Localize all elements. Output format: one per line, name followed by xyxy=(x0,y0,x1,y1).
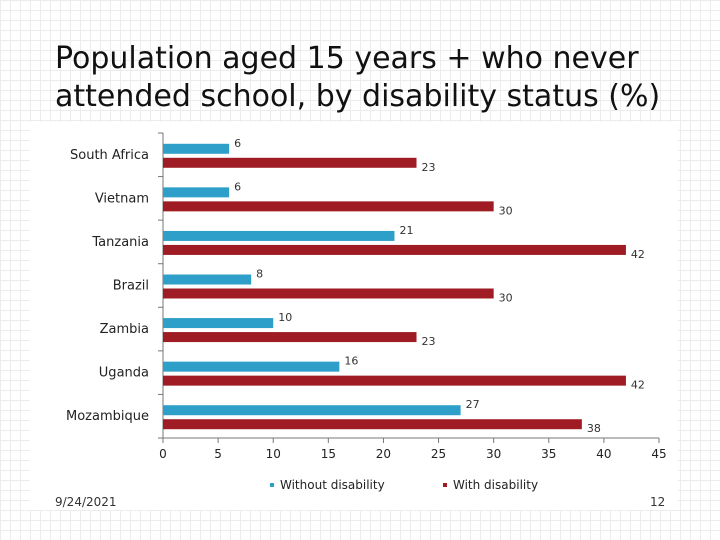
bar-with-disability xyxy=(163,419,582,430)
bar-without-disability xyxy=(163,143,230,154)
data-label-with: 38 xyxy=(587,422,601,435)
bar-without-disability xyxy=(163,361,340,372)
x-tick-label: 45 xyxy=(651,447,666,461)
data-label-without: 16 xyxy=(344,355,358,368)
legend-item-without-disability: Without disability xyxy=(270,478,385,492)
data-label-without: 6 xyxy=(234,137,241,150)
x-tick-label: 15 xyxy=(321,447,336,461)
data-label-with: 42 xyxy=(631,248,645,261)
bar-with-disability xyxy=(163,157,417,168)
chart-panel xyxy=(30,122,678,510)
x-tick-label: 40 xyxy=(596,447,611,461)
x-tick-label: 35 xyxy=(541,447,556,461)
bar-with-disability xyxy=(163,201,494,212)
data-label-without: 10 xyxy=(278,311,292,324)
category-label: Zambia xyxy=(100,322,149,337)
bar-without-disability xyxy=(163,318,274,329)
category-label: South Africa xyxy=(70,148,149,163)
data-label-without: 8 xyxy=(256,268,263,281)
bar-without-disability xyxy=(163,274,252,285)
data-label-with: 23 xyxy=(422,161,436,174)
slide-title: Population aged 15 years + who never att… xyxy=(55,40,715,116)
data-label-without: 21 xyxy=(399,224,413,237)
slide-date: 9/24/2021 xyxy=(55,495,117,509)
category-label: Vietnam xyxy=(95,191,149,206)
legend-swatch-without xyxy=(270,483,274,487)
x-tick-label: 10 xyxy=(266,447,281,461)
bar-with-disability xyxy=(163,332,417,343)
bar-without-disability xyxy=(163,187,230,198)
slide-page-number: 12 xyxy=(650,495,666,509)
data-label-without: 6 xyxy=(234,180,241,193)
bar-without-disability xyxy=(163,230,395,241)
x-tick-label: 0 xyxy=(159,447,167,461)
x-tick-label: 20 xyxy=(376,447,391,461)
legend-label-without: Without disability xyxy=(280,478,385,492)
title-line-2: attended school, by disability status (%… xyxy=(55,79,661,114)
x-tick-label: 5 xyxy=(214,447,222,461)
data-label-with: 42 xyxy=(631,379,645,392)
bar-with-disability xyxy=(163,375,626,386)
data-label-with: 30 xyxy=(499,292,513,305)
legend-label-with: With disability xyxy=(453,478,539,492)
x-tick-label: 30 xyxy=(486,447,501,461)
category-label: Mozambique xyxy=(66,409,149,424)
x-tick-label: 25 xyxy=(431,447,446,461)
category-label: Tanzania xyxy=(91,235,149,250)
legend-swatch-with xyxy=(443,483,447,487)
bar-with-disability xyxy=(163,288,494,299)
bar-without-disability xyxy=(163,405,461,416)
title-line-1: Population aged 15 years + who never xyxy=(55,41,639,76)
category-label: Brazil xyxy=(113,279,149,294)
bar-with-disability xyxy=(163,244,626,255)
category-label: Uganda xyxy=(99,366,149,381)
data-label-without: 27 xyxy=(466,398,480,411)
legend-item-with-disability: With disability xyxy=(443,478,538,492)
data-label-with: 23 xyxy=(422,335,436,348)
data-label-with: 30 xyxy=(499,204,513,217)
